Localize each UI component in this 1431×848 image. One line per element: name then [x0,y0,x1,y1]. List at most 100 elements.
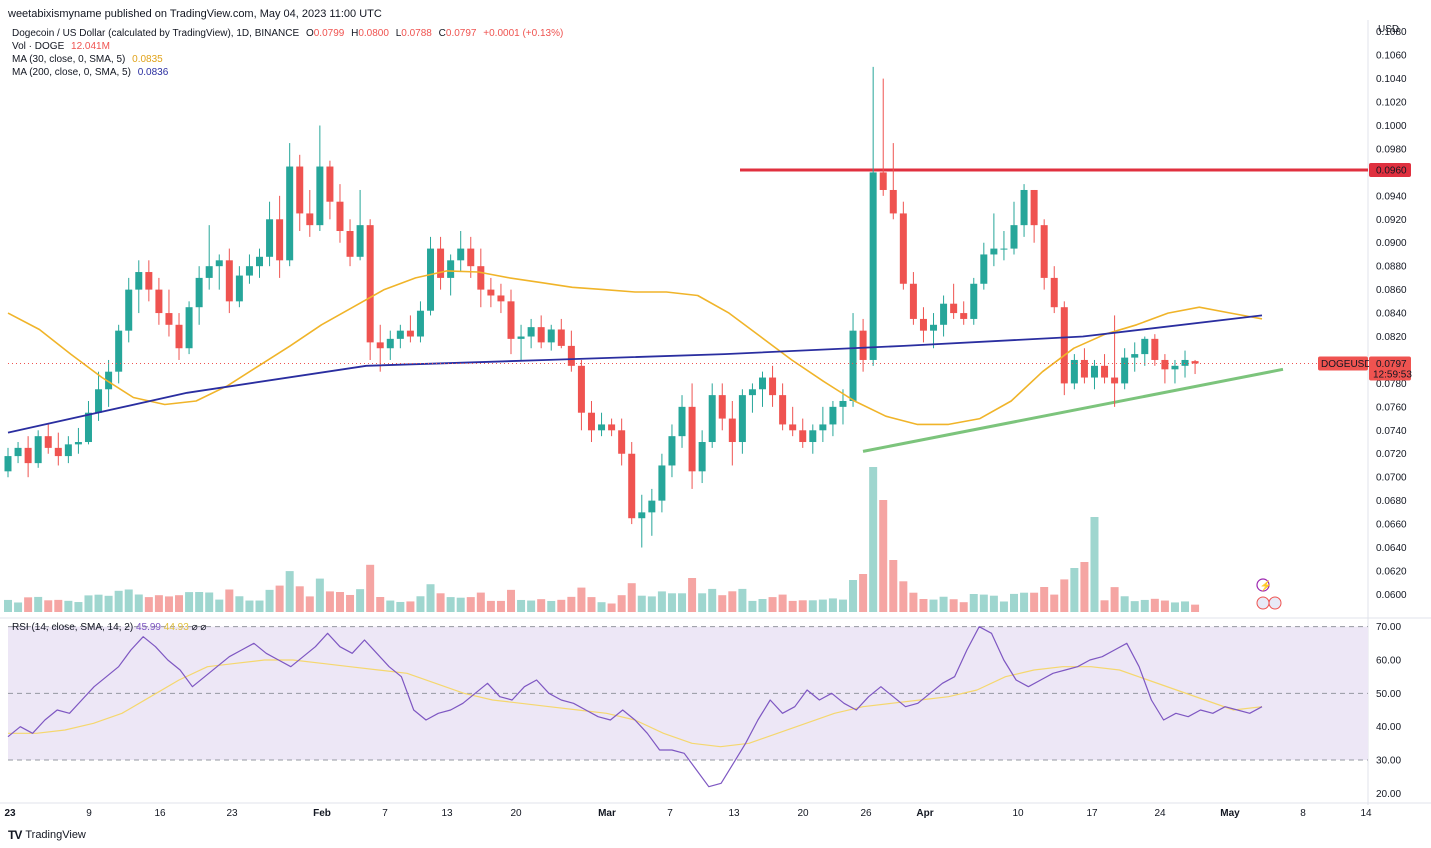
ma200-legend[interactable]: MA (200, close, 0, SMA, 5) 0.0836 [12,66,168,79]
candle-body[interactable] [437,248,445,278]
candle-body[interactable] [618,430,626,454]
us-flag-icon-2[interactable] [1268,596,1282,610]
candle-body[interactable] [155,289,163,314]
candle-body[interactable] [165,313,173,325]
candle-body[interactable] [557,329,565,346]
candle-body[interactable] [1131,354,1139,358]
candle-body[interactable] [990,248,998,255]
candle-body[interactable] [346,231,354,257]
candle-body[interactable] [185,307,193,349]
candle-body[interactable] [366,225,374,343]
candle-body[interactable] [467,248,475,267]
volume-legend[interactable]: Vol · DOGE 12.041M [12,40,110,53]
candle-body[interactable] [970,283,978,319]
candle-body[interactable] [1050,277,1058,308]
candle-body[interactable] [175,324,183,349]
candle-body[interactable] [477,266,485,290]
candle-body[interactable] [839,400,847,407]
candle-body[interactable] [1080,359,1088,378]
candle-body[interactable] [517,336,525,339]
candle-body[interactable] [869,172,877,360]
candle-body[interactable] [799,430,807,443]
candle-body[interactable] [859,330,867,360]
candle-body[interactable] [306,213,314,226]
main-series-legend[interactable]: Dogecoin / US Dollar (calculated by Trad… [12,27,563,40]
candle-body[interactable] [84,412,92,443]
candle-body[interactable] [909,283,917,319]
candle-body[interactable] [135,272,143,290]
candle-body[interactable] [547,329,555,343]
candle-body[interactable] [376,342,384,349]
candle-body[interactable] [1030,189,1038,226]
candle-body[interactable] [577,365,585,413]
candle-body[interactable] [145,272,153,290]
candle-body[interactable] [225,260,233,302]
candle-body[interactable] [24,447,32,464]
candle-body[interactable] [708,395,716,443]
candle-body[interactable] [628,453,636,519]
candle-body[interactable] [205,266,213,278]
candle-body[interactable] [386,338,394,349]
candle-body[interactable] [296,166,304,214]
candle-body[interactable] [1151,338,1159,360]
candle-body[interactable] [427,248,435,311]
candle-body[interactable] [587,412,595,431]
us-flag-icon[interactable] [1256,596,1270,610]
candle-body[interactable] [74,442,82,445]
candle-body[interactable] [487,289,495,296]
candle-body[interactable] [537,327,545,343]
candle-body[interactable] [809,430,817,443]
candle-body[interactable] [34,436,42,464]
visibility-icon[interactable]: ⌀ [191,622,198,633]
candle-body[interactable] [1111,377,1119,384]
event-lightning-icon[interactable] [1256,578,1270,592]
candle-body[interactable] [678,406,686,437]
candle-body[interactable] [95,389,103,413]
candle-body[interactable] [1121,357,1129,384]
candle-body[interactable] [1191,361,1199,364]
candle-body[interactable] [115,330,123,372]
candle-body[interactable] [779,395,787,425]
candle-body[interactable] [829,406,837,425]
candle-body[interactable] [235,275,243,302]
candle-body[interactable] [14,447,22,457]
candle-body[interactable] [1070,359,1078,384]
candle-body[interactable] [336,201,344,232]
ma200-line[interactable] [7,314,1263,434]
candle-body[interactable] [1060,307,1068,384]
candle-body[interactable] [1141,338,1149,355]
candle-body[interactable] [950,303,958,314]
candle-body[interactable] [658,465,666,501]
candle-body[interactable] [919,318,927,331]
candle-body[interactable] [738,395,746,443]
candle-body[interactable] [930,324,938,331]
candle-body[interactable] [980,254,988,284]
settings-icon[interactable]: ⌀ [200,622,207,633]
candle-body[interactable] [960,313,968,319]
candle-body[interactable] [889,189,897,214]
candle-body[interactable] [1090,365,1098,378]
candle-body[interactable] [44,436,52,448]
candle-body[interactable] [1000,248,1008,250]
candle-body[interactable] [497,295,505,302]
candle-body[interactable] [64,444,72,457]
candle-body[interactable] [769,377,777,396]
candle-body[interactable] [286,166,294,261]
candle-body[interactable] [276,219,284,261]
candle-body[interactable] [507,301,515,339]
candle-body[interactable] [4,456,12,472]
candle-body[interactable] [879,172,887,190]
candle-body[interactable] [940,303,948,325]
candle-body[interactable] [105,371,113,390]
candle-body[interactable] [416,310,424,337]
candle-body[interactable] [718,395,726,419]
candle-body[interactable] [748,389,756,396]
candle-body[interactable] [457,248,465,261]
candle-body[interactable] [125,289,133,331]
candle-body[interactable] [1020,189,1028,226]
candle-body[interactable] [638,512,646,519]
candle-body[interactable] [688,406,696,472]
candle-body[interactable] [215,260,223,267]
candle-body[interactable] [447,260,455,278]
